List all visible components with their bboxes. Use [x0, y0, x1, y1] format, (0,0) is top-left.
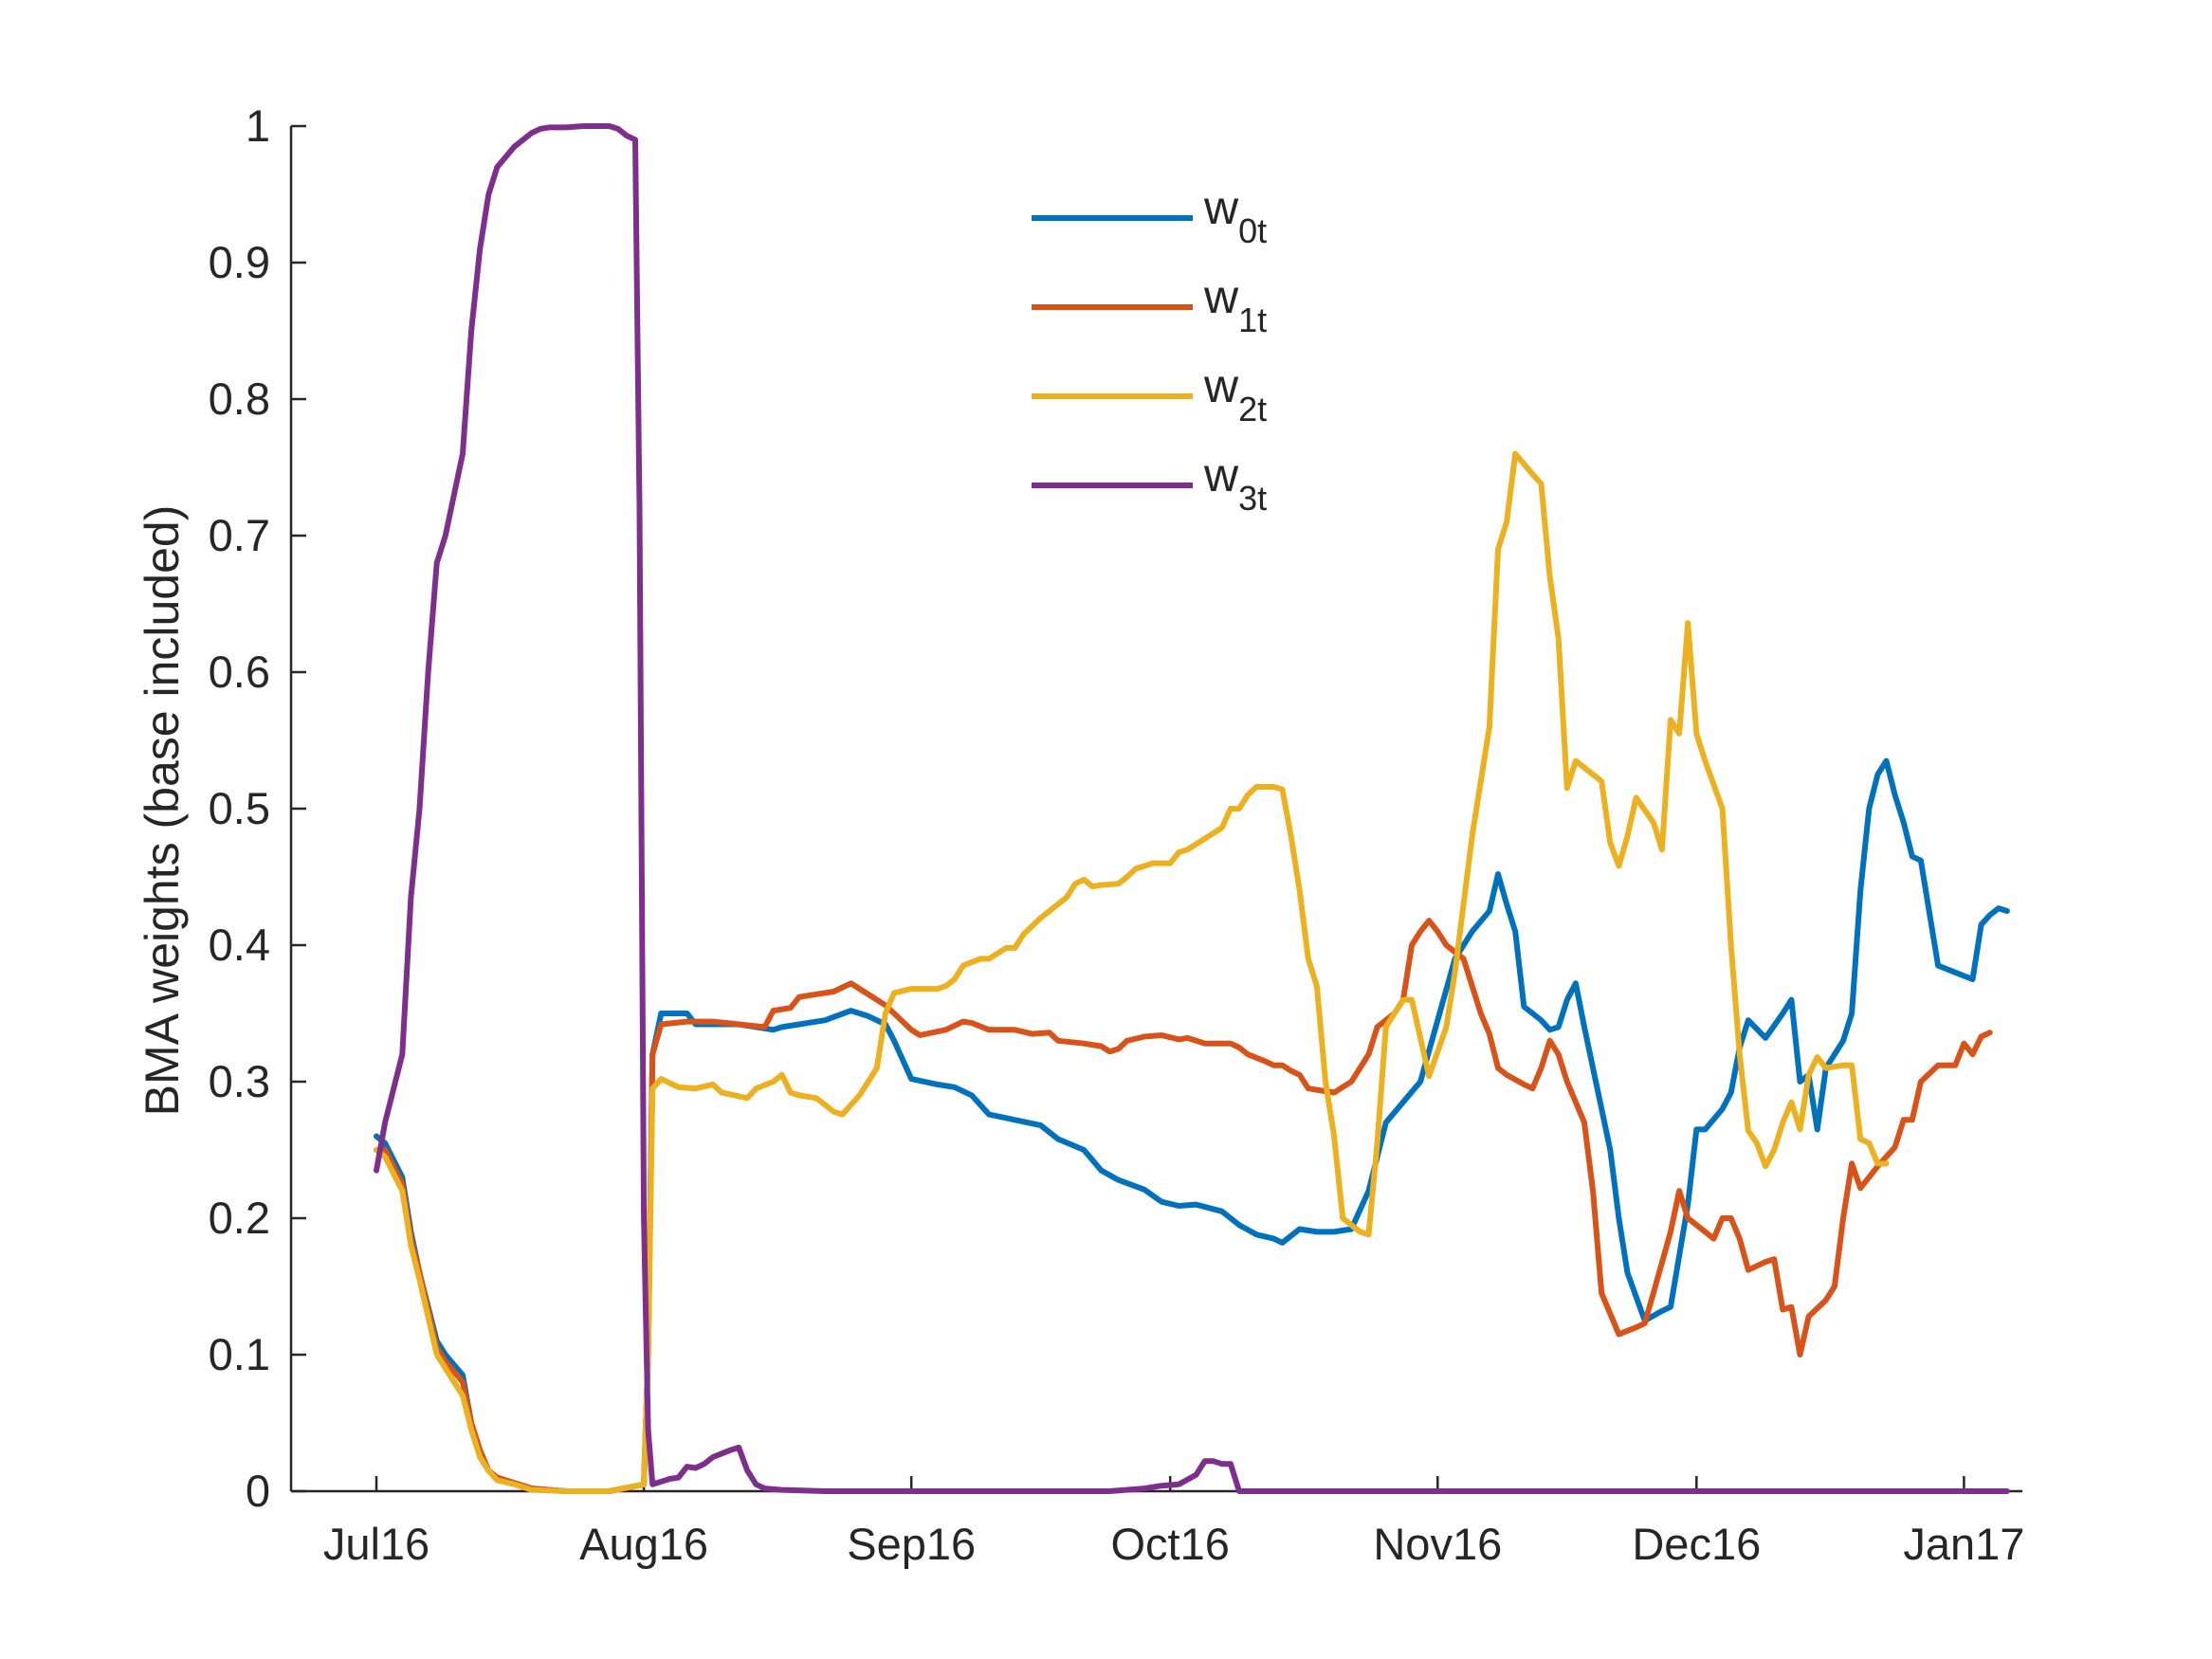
y-tick-label: 0.9 — [209, 237, 270, 287]
x-tick-label: Aug16 — [579, 1519, 708, 1569]
series-line-w0t — [374, 757, 2010, 1494]
x-tick-label: Dec16 — [1632, 1519, 1761, 1569]
y-tick-label: 0.4 — [209, 920, 270, 970]
axes: 0 0.1 0.2 0.3 0.4 0.5 0.6 0.7 0.8 0.9 1 Jul16 Aug16 S… — [209, 100, 2025, 1569]
x-tick-label: Sep16 — [847, 1519, 976, 1569]
y-tick-label: 0.1 — [209, 1329, 270, 1379]
legend-label-w2t: w2t — [1203, 359, 1267, 428]
y-tick-label: 0.2 — [209, 1193, 270, 1243]
legend-label-w3t: w3t — [1203, 448, 1267, 518]
y-tick-label: 0.5 — [209, 783, 270, 833]
x-tick-label: Jul16 — [323, 1519, 430, 1569]
legend: w0t w1t w2t w3t — [1032, 181, 1267, 518]
series-line-w3t — [374, 123, 2010, 1494]
legend-label-w1t: w1t — [1203, 270, 1267, 339]
x-tick-label: Jan17 — [1903, 1519, 2024, 1569]
y-tick-label: 0.6 — [209, 647, 270, 697]
y-axis-title: BMA weights (base included) — [136, 505, 189, 1117]
y-tick-label: 0.7 — [209, 510, 270, 560]
series-layer — [374, 123, 2010, 1494]
y-tick-label: 0.8 — [209, 374, 270, 424]
y-tick-label: 1 — [246, 100, 270, 151]
x-tick-label: Nov16 — [1373, 1519, 1502, 1569]
y-tick-label: 0 — [246, 1466, 270, 1516]
legend-label-w0t: w0t — [1203, 181, 1267, 250]
x-tick-label: Oct16 — [1110, 1519, 1229, 1569]
series-line-w2t — [374, 450, 1890, 1494]
y-tick-label: 0.3 — [209, 1056, 270, 1106]
